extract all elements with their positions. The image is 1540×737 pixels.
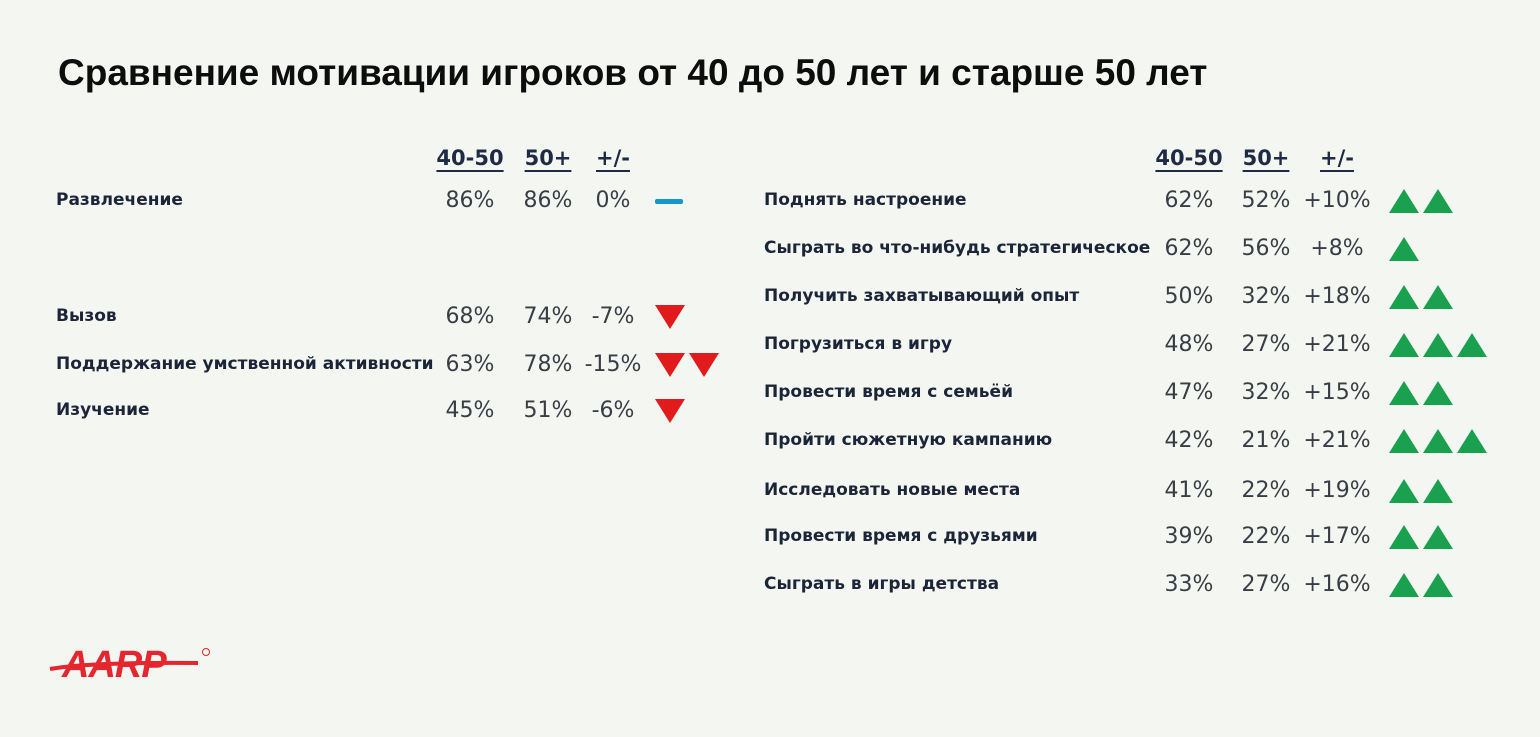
left-value-40-50: 86% bbox=[445, 188, 495, 213]
left-value-diff: -15% bbox=[584, 352, 642, 377]
right-value-diff: +10% bbox=[1303, 188, 1371, 213]
left-value-diff: -6% bbox=[591, 398, 635, 423]
right-row-label: Сыграть в игры детства bbox=[764, 574, 1000, 594]
right-value-40-50: 39% bbox=[1164, 524, 1214, 549]
right-value-50-plus: 32% bbox=[1241, 380, 1291, 405]
down-triangle-icon bbox=[655, 353, 685, 377]
right-value-40-50: 47% bbox=[1164, 380, 1214, 405]
right-value-diff: +21% bbox=[1303, 332, 1371, 357]
left-trend-marks bbox=[655, 189, 683, 204]
left-value-50-plus: 51% bbox=[523, 398, 573, 423]
up-triangle-icon bbox=[1423, 189, 1453, 213]
right-row-label: Провести время с друзьями bbox=[764, 526, 1038, 546]
up-triangle-icon bbox=[1389, 189, 1419, 213]
right-value-40-50: 50% bbox=[1164, 284, 1214, 309]
right-value-diff: +8% bbox=[1310, 236, 1364, 261]
down-triangle-icon bbox=[655, 399, 685, 423]
up-triangle-icon bbox=[1423, 525, 1453, 549]
right-trend-marks bbox=[1389, 525, 1453, 549]
left-header-diff: +/- bbox=[596, 146, 630, 170]
right-trend-marks bbox=[1389, 285, 1453, 309]
left-row-label: Изучение bbox=[56, 400, 150, 420]
left-row-label: Развлечение bbox=[56, 190, 183, 210]
left-value-40-50: 45% bbox=[445, 398, 495, 423]
up-triangle-icon bbox=[1389, 573, 1419, 597]
right-value-40-50: 41% bbox=[1164, 478, 1214, 503]
up-triangle-icon bbox=[1389, 525, 1419, 549]
left-trend-marks bbox=[655, 399, 685, 423]
right-value-diff: +17% bbox=[1303, 524, 1371, 549]
up-triangle-icon bbox=[1389, 285, 1419, 309]
right-trend-marks bbox=[1389, 429, 1487, 453]
right-header-diff: +/- bbox=[1320, 146, 1354, 170]
right-value-50-plus: 56% bbox=[1241, 236, 1291, 261]
left-value-40-50: 68% bbox=[445, 304, 495, 329]
up-triangle-icon bbox=[1457, 429, 1487, 453]
right-value-50-plus: 22% bbox=[1241, 524, 1291, 549]
right-value-diff: +21% bbox=[1303, 428, 1371, 453]
right-header-50-plus: 50+ bbox=[1242, 146, 1290, 170]
right-row-label: Получить захватывающий опыт bbox=[764, 286, 1080, 306]
left-trend-marks bbox=[655, 353, 719, 377]
right-trend-marks bbox=[1389, 381, 1453, 405]
left-value-50-plus: 86% bbox=[523, 188, 573, 213]
up-triangle-icon bbox=[1389, 333, 1419, 357]
right-value-diff: +18% bbox=[1303, 284, 1371, 309]
right-row-label: Пройти сюжетную кампанию bbox=[764, 430, 1053, 450]
right-row-label: Поднять настроение bbox=[764, 190, 967, 210]
right-header-40-50: 40-50 bbox=[1155, 146, 1223, 170]
left-trend-marks bbox=[655, 305, 685, 329]
right-value-50-plus: 21% bbox=[1241, 428, 1291, 453]
right-row-label: Исследовать новые места bbox=[764, 480, 1021, 500]
left-value-diff: -7% bbox=[591, 304, 635, 329]
up-triangle-icon bbox=[1389, 237, 1419, 261]
right-trend-marks bbox=[1389, 189, 1453, 213]
right-value-50-plus: 27% bbox=[1241, 572, 1291, 597]
right-value-40-50: 33% bbox=[1164, 572, 1214, 597]
down-triangle-icon bbox=[689, 353, 719, 377]
right-trend-marks bbox=[1389, 573, 1453, 597]
up-triangle-icon bbox=[1423, 285, 1453, 309]
down-triangle-icon bbox=[655, 305, 685, 329]
up-triangle-icon bbox=[1389, 479, 1419, 503]
right-value-diff: +15% bbox=[1303, 380, 1371, 405]
right-trend-marks bbox=[1389, 237, 1419, 261]
left-value-50-plus: 74% bbox=[523, 304, 573, 329]
left-row-label: Вызов bbox=[56, 306, 117, 326]
left-row-label: Поддержание умственной активности bbox=[56, 354, 434, 374]
right-value-50-plus: 32% bbox=[1241, 284, 1291, 309]
up-triangle-icon bbox=[1457, 333, 1487, 357]
right-value-diff: +19% bbox=[1303, 478, 1371, 503]
left-value-50-plus: 78% bbox=[523, 352, 573, 377]
up-triangle-icon bbox=[1389, 429, 1419, 453]
right-value-40-50: 62% bbox=[1164, 188, 1214, 213]
aarp-logo: AARP bbox=[48, 640, 218, 689]
right-value-50-plus: 52% bbox=[1241, 188, 1291, 213]
right-value-50-plus: 27% bbox=[1241, 332, 1291, 357]
right-row-label: Сыграть во что-нибудь стратегическое bbox=[764, 238, 1151, 258]
right-row-label: Погрузиться в игру bbox=[764, 334, 953, 354]
left-value-40-50: 63% bbox=[445, 352, 495, 377]
up-triangle-icon bbox=[1423, 479, 1453, 503]
up-triangle-icon bbox=[1423, 333, 1453, 357]
aarp-logo-mark: AARP bbox=[49, 644, 210, 686]
right-trend-marks bbox=[1389, 333, 1487, 357]
right-trend-marks bbox=[1389, 479, 1453, 503]
aarp-logo-text: AARP bbox=[61, 644, 167, 684]
left-header-40-50: 40-50 bbox=[436, 146, 504, 170]
right-value-40-50: 48% bbox=[1164, 332, 1214, 357]
right-value-40-50: 62% bbox=[1164, 236, 1214, 261]
left-value-diff: 0% bbox=[595, 188, 631, 213]
up-triangle-icon bbox=[1423, 573, 1453, 597]
right-value-40-50: 42% bbox=[1164, 428, 1214, 453]
up-triangle-icon bbox=[1423, 429, 1453, 453]
up-triangle-icon bbox=[1423, 381, 1453, 405]
page-title: Сравнение мотивации игроков от 40 до 50 … bbox=[58, 52, 1208, 93]
right-value-50-plus: 22% bbox=[1241, 478, 1291, 503]
flat-dash-icon bbox=[655, 199, 683, 204]
left-header-50-plus: 50+ bbox=[524, 146, 572, 170]
right-row-label: Провести время с семьёй bbox=[764, 382, 1013, 402]
right-value-diff: +16% bbox=[1303, 572, 1371, 597]
up-triangle-icon bbox=[1389, 381, 1419, 405]
